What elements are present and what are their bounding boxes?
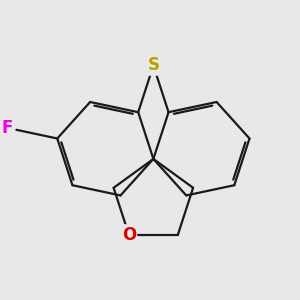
- Text: O: O: [122, 226, 136, 244]
- Text: F: F: [1, 119, 13, 137]
- Text: S: S: [147, 56, 159, 74]
